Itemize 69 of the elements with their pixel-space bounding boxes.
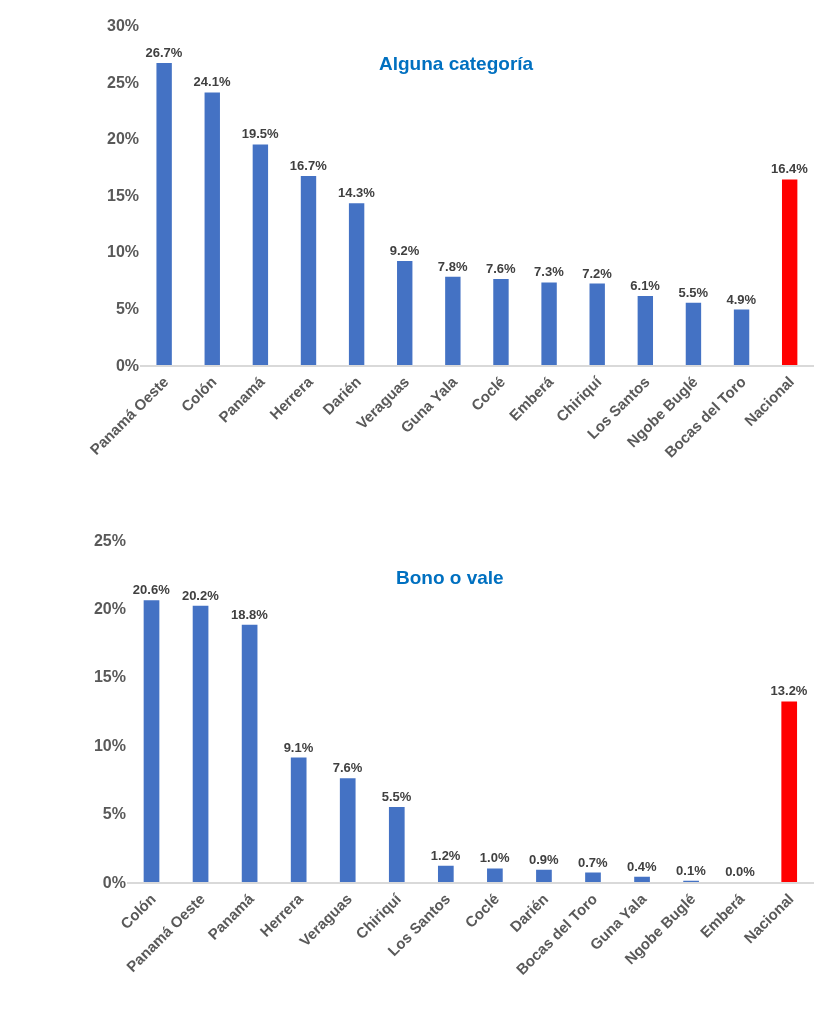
bar [348,203,365,365]
y-tick-label: 25% [93,531,126,549]
data-label: 16.7% [289,158,328,174]
bar [541,282,557,365]
y-tick-label: 20% [107,130,140,148]
bar [536,869,552,883]
y-tick-label: 15% [107,186,140,204]
data-label: 0.0% [725,864,756,880]
data-label: 9.2% [389,242,420,258]
data-label: 18.8% [230,606,269,622]
data-label: 26.7% [145,45,183,61]
bar [637,295,654,365]
bar [252,144,269,365]
data-label: 0.9% [528,851,559,867]
data-label: 13.2% [770,683,808,699]
y-tick-label: 0% [102,873,126,891]
bar [487,868,503,883]
data-label: 20.2% [181,587,220,603]
y-tick-label: 20% [93,600,126,618]
data-label: 1.2% [430,847,461,863]
data-label: 1.0% [479,850,510,866]
y-tick-label: 5% [102,805,126,823]
bar [585,872,601,883]
bar [437,865,454,883]
text: Alguna categoría [379,53,534,74]
data-label: 5.5% [678,284,709,300]
data-label: 7.6% [332,760,363,776]
y-tick-label: 5% [115,300,140,317]
text: Bono o vale [396,567,504,588]
y-tick-label: 15% [93,668,126,686]
data-label: 7.3% [534,264,565,280]
bar [156,63,172,365]
data-label: 24.1% [193,74,231,90]
data-label: 0.4% [627,858,658,874]
bar [290,757,307,883]
data-label: 0.1% [676,862,707,878]
bar [781,179,798,365]
data-label: 19.5% [241,126,280,142]
bar [589,283,605,365]
data-label: 7.8% [437,258,468,274]
y-tick-label: 0% [115,356,140,374]
bar [781,701,798,883]
bar [493,279,509,365]
y-tick-label: 10% [107,243,140,261]
data-label: 9.1% [283,739,314,755]
bar [397,260,413,365]
data-label: 16.4% [771,161,809,177]
data-label: 7.2% [582,265,613,281]
bar [143,600,160,883]
bar [241,624,258,883]
data-label: 20.6% [132,582,171,598]
y-tick-label: 25% [107,73,140,91]
bar [733,309,750,365]
bar [634,876,650,883]
y-tick-label: 30% [107,17,140,35]
bar [339,778,356,883]
bar [445,276,461,365]
data-label: 5.5% [381,788,412,804]
y-tick-label: 10% [93,736,126,754]
data-label: 0.7% [577,854,609,870]
bar [388,806,405,883]
bar [192,605,209,883]
bar [300,176,317,365]
bar [204,92,220,365]
data-label: 4.9% [726,291,757,307]
data-label: 7.6% [485,261,516,276]
bar [685,302,702,365]
data-label: 6.1% [630,277,661,293]
data-label: 14.3% [337,185,376,201]
